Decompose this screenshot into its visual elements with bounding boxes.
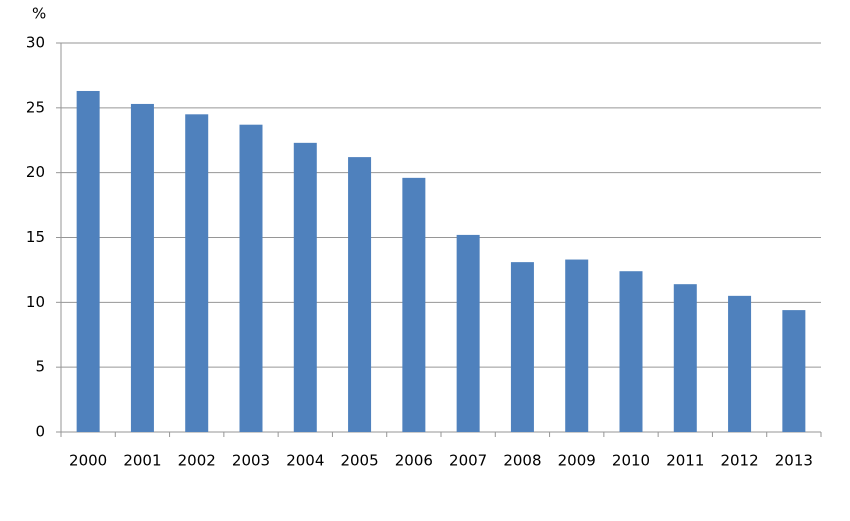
x-tick-label: 2013 [775,452,813,470]
x-tick-label: 2004 [286,452,324,470]
x-tick-label: 2012 [720,452,758,470]
bar [348,157,372,432]
x-tick-label: 2009 [558,452,596,470]
bar [510,262,534,432]
x-tick-label: 2002 [178,452,216,470]
y-tick-label: 20 [26,163,45,181]
x-tick-label: 2005 [340,452,378,470]
x-tick-label: 2008 [503,452,541,470]
x-tick-label: 2007 [449,452,487,470]
x-tick-label: 2011 [666,452,704,470]
bar [565,259,589,432]
x-tick-label: 2000 [69,452,107,470]
y-tick-label: 0 [35,423,45,441]
x-tick-label: 2006 [395,452,433,470]
bar [239,124,263,432]
bar [619,271,643,432]
y-axis-label: % [32,5,46,23]
y-tick-label: 25 [26,98,45,116]
bar [782,310,806,432]
bar [673,284,697,432]
bar [728,295,752,432]
y-tick-label: 30 [26,34,45,52]
bar [185,114,209,433]
bar [76,90,100,432]
y-tick-label: 15 [26,228,45,246]
x-tick-label: 2003 [232,452,270,470]
x-tick-label: 2010 [612,452,650,470]
bar [456,234,480,432]
x-tick-label: 2001 [123,452,161,470]
bar [402,177,426,432]
bar [130,103,154,433]
y-tick-label: 10 [26,293,45,311]
bar [293,142,317,433]
y-tick-label: 5 [35,358,45,376]
